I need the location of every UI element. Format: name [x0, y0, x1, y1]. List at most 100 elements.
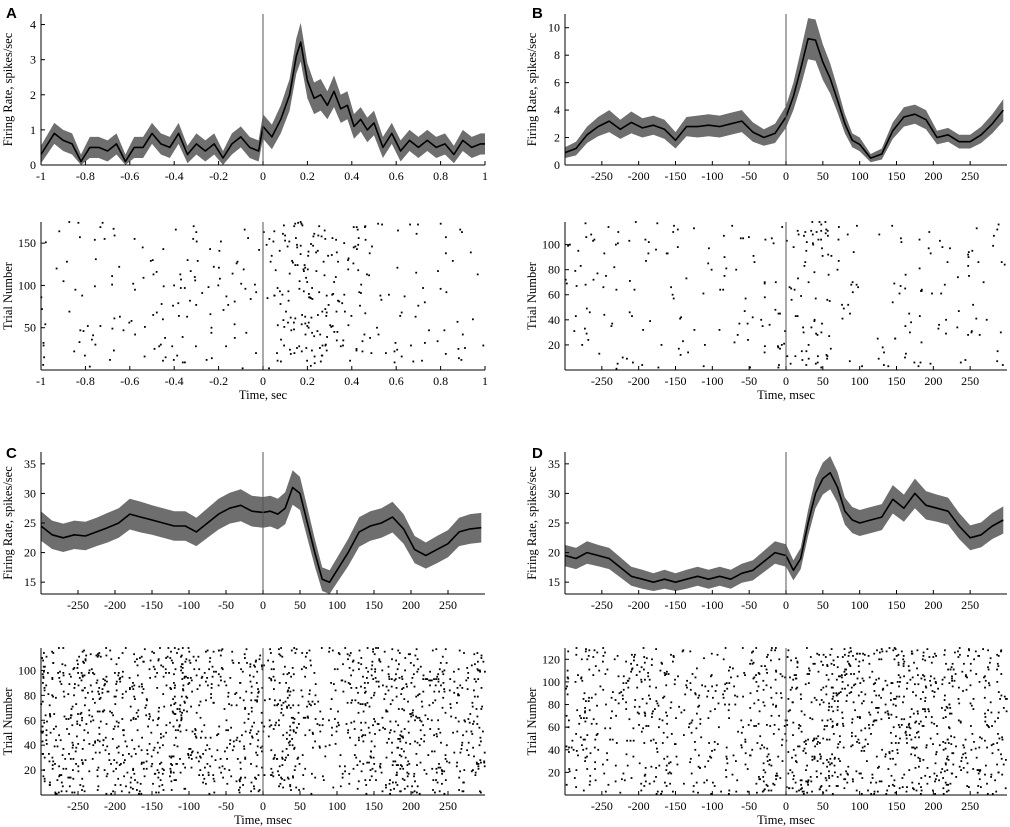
spike-mark: [93, 238, 96, 241]
spike-mark: [996, 681, 999, 683]
spike-mark: [209, 657, 212, 659]
spike-mark: [969, 669, 972, 672]
spike-mark: [911, 781, 914, 784]
spike-mark: [231, 650, 234, 653]
y-axis-label: Firing Rate, spikes/sec: [525, 466, 539, 580]
spike-mark: [239, 761, 242, 764]
spike-mark: [184, 787, 187, 790]
spike-mark: [194, 733, 196, 735]
spike-mark: [289, 740, 291, 743]
spike-mark: [724, 683, 727, 686]
spike-mark: [288, 744, 291, 747]
spike-mark: [141, 246, 144, 249]
spike-mark: [890, 774, 893, 777]
spike-mark: [854, 658, 857, 661]
spike-mark: [871, 724, 874, 726]
spike-mark: [289, 729, 292, 732]
spike-mark: [826, 229, 829, 232]
spike-mark: [219, 758, 222, 760]
spike-mark: [288, 240, 291, 243]
spike-mark: [800, 783, 802, 786]
spike-mark: [728, 703, 731, 706]
spike-mark: [115, 683, 118, 685]
spike-mark: [779, 312, 781, 315]
spike-mark: [585, 700, 587, 702]
spike-mark: [131, 685, 134, 688]
spike-mark: [654, 708, 656, 710]
spike-mark: [920, 341, 923, 344]
spike-mark: [207, 774, 210, 776]
spike-mark: [438, 690, 440, 693]
spike-mark: [414, 315, 417, 318]
spike-mark: [813, 662, 816, 665]
spike-mark: [644, 678, 646, 681]
spike-mark: [824, 777, 827, 779]
spike-mark: [344, 647, 347, 649]
spike-mark: [875, 719, 878, 722]
spike-mark: [575, 653, 578, 656]
spike-mark: [115, 761, 118, 764]
spike-mark: [887, 365, 890, 368]
spike-mark: [796, 229, 799, 232]
spike-mark: [849, 312, 851, 315]
spike-mark: [997, 655, 1000, 657]
spike-mark: [970, 748, 973, 751]
spike-mark: [301, 695, 304, 698]
x-tick-label: -200: [628, 169, 650, 183]
spike-mark: [940, 771, 942, 774]
spike-mark: [800, 350, 803, 353]
spike-mark: [736, 779, 739, 782]
spike-mark: [985, 764, 987, 767]
spike-mark: [862, 700, 865, 702]
spike-mark: [354, 744, 357, 747]
spike-mark: [443, 792, 446, 795]
spike-mark: [804, 261, 807, 263]
spike-mark: [710, 674, 713, 676]
spike-mark: [594, 768, 596, 770]
spike-mark: [420, 700, 423, 703]
spike-mark: [893, 698, 895, 700]
y-tick-label: 40: [24, 738, 36, 752]
spike-mark: [306, 705, 308, 708]
x-tick-label: 150: [365, 598, 383, 612]
spike-mark: [297, 711, 300, 714]
spike-mark: [49, 781, 51, 784]
spike-mark: [58, 677, 61, 679]
spike-mark: [803, 747, 806, 750]
spike-mark: [903, 718, 906, 721]
spike-mark: [324, 308, 327, 310]
spike-mark: [904, 730, 907, 733]
spike-mark: [834, 771, 836, 774]
spike-mark: [647, 241, 650, 243]
spike-mark: [698, 754, 700, 757]
x-tick-label: 100: [851, 169, 869, 183]
spike-mark: [47, 672, 49, 674]
spike-mark: [134, 779, 136, 781]
spike-mark: [193, 668, 196, 671]
spike-mark: [268, 725, 271, 728]
spike-mark: [900, 650, 903, 653]
spike-mark: [401, 735, 404, 738]
spike-mark: [777, 312, 780, 315]
spike-mark: [62, 767, 65, 770]
y-tick-label: 0: [554, 158, 560, 172]
spike-mark: [814, 362, 817, 365]
spike-mark: [820, 660, 823, 663]
spike-mark: [975, 227, 978, 230]
spike-mark: [290, 649, 293, 652]
spike-mark: [300, 689, 303, 692]
spike-mark: [908, 726, 911, 729]
spike-mark: [118, 764, 121, 766]
x-tick-label: -50: [218, 799, 234, 813]
spike-mark: [318, 745, 321, 748]
x-tick-label: -150: [665, 169, 687, 183]
spike-mark: [764, 665, 766, 667]
spike-mark: [795, 790, 798, 793]
spike-mark: [862, 652, 864, 655]
spike-mark: [726, 687, 729, 690]
x-tick-label: -50: [218, 598, 234, 612]
spike-mark: [876, 707, 879, 709]
spike-mark: [254, 283, 256, 286]
spike-mark: [399, 767, 402, 770]
